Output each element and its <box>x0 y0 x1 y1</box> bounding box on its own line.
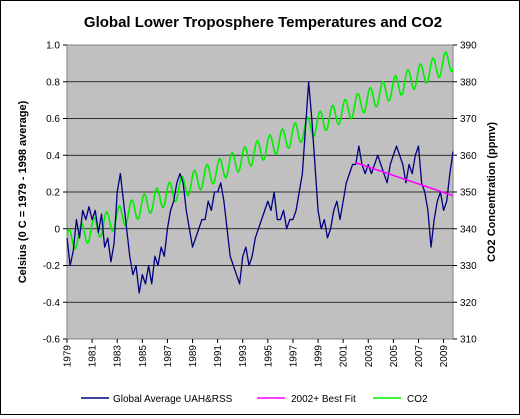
x-tick-label: 1991 <box>213 345 224 368</box>
right-axis-ticks: 390 380 370 360 350 340 330 320 310 <box>453 41 477 346</box>
right-tick-label: 370 <box>460 114 477 125</box>
left-tick-label: 0.2 <box>46 188 60 199</box>
legend-label-co2: CO2 <box>407 394 428 405</box>
x-tick-label: 1989 <box>188 345 199 368</box>
right-tick-label: 390 <box>460 41 477 52</box>
chart-title: Global Lower Troposphere Temperatures an… <box>84 14 442 31</box>
right-axis-title: CO2 Concentration (ppmv) <box>486 122 498 262</box>
left-tick-label: 0.8 <box>46 77 60 88</box>
right-tick-label: 330 <box>460 261 477 272</box>
x-tick-label: 1993 <box>238 345 249 368</box>
x-tick-label: 1979 <box>63 345 74 368</box>
left-tick-label: -0.4 <box>43 298 61 309</box>
x-tick-label: 2005 <box>389 345 400 368</box>
x-tick-label: 1997 <box>288 345 299 368</box>
legend-label-best-fit: 2002+ Best Fit <box>291 394 356 405</box>
left-tick-label: -0.6 <box>43 335 61 346</box>
right-tick-label: 340 <box>460 224 477 235</box>
left-axis-ticks: 1.0 0.8 0.6 0.4 0.2 0 -0.2 -0.4 -0.6 <box>43 41 67 346</box>
x-tick-label: 1983 <box>113 345 124 368</box>
left-tick-label: 0.4 <box>46 151 60 162</box>
series-line-best-fit <box>355 161 454 197</box>
left-tick-label: 1.0 <box>46 41 60 52</box>
right-tick-label: 380 <box>460 77 477 88</box>
right-tick-label: 320 <box>460 298 477 309</box>
left-axis-title: Celsius (0 C = 1979 - 1998 average) <box>17 100 29 283</box>
left-tick-label: -0.2 <box>43 261 61 272</box>
x-tick-label: 1999 <box>314 345 325 368</box>
series-line-co2 <box>66 51 454 250</box>
left-tick-label: 0.6 <box>46 114 60 125</box>
legend: Global Average UAH&RSS 2002+ Best Fit CO… <box>81 394 428 405</box>
x-tick-label: 2001 <box>339 345 350 368</box>
grid-lines <box>67 81 453 303</box>
x-tick-label: 2007 <box>414 345 425 368</box>
right-tick-label: 350 <box>460 188 477 199</box>
x-tick-label: 2009 <box>439 345 450 368</box>
right-tick-label: 310 <box>460 335 477 346</box>
left-tick-label: 0 <box>54 224 60 235</box>
legend-label-temperature: Global Average UAH&RSS <box>113 394 233 405</box>
right-tick-label: 360 <box>460 151 477 162</box>
x-tick-label: 2003 <box>364 345 375 368</box>
series-layer <box>66 51 454 294</box>
x-tick-label: 1981 <box>88 345 99 368</box>
x-tick-label: 1995 <box>263 345 274 368</box>
x-axis-ticks: 1979 1981 1983 1985 1987 1989 1991 1993 1995 1997… <box>63 339 450 368</box>
x-tick-label: 1985 <box>138 345 149 368</box>
x-tick-label: 1987 <box>163 345 174 368</box>
